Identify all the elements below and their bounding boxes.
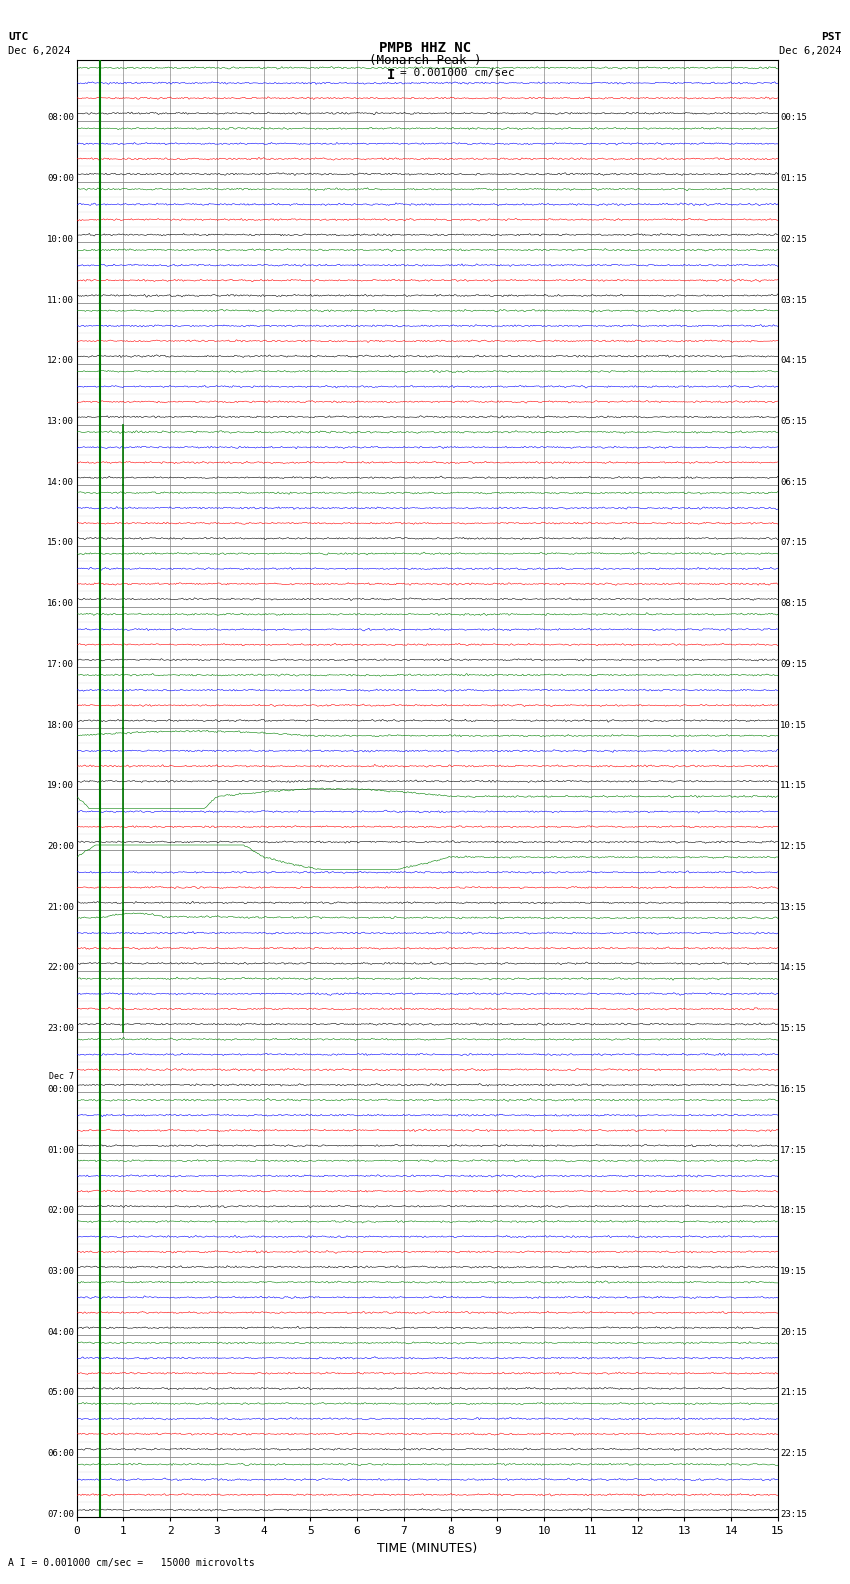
Text: Dec 6,2024: Dec 6,2024 <box>779 46 842 55</box>
Text: 23:00: 23:00 <box>47 1025 74 1033</box>
Text: 20:00: 20:00 <box>47 843 74 851</box>
Text: 20:15: 20:15 <box>780 1327 808 1337</box>
Text: A I = 0.001000 cm/sec =   15000 microvolts: A I = 0.001000 cm/sec = 15000 microvolts <box>8 1559 255 1568</box>
Text: 11:15: 11:15 <box>780 781 808 790</box>
Text: 17:15: 17:15 <box>780 1145 808 1155</box>
Text: 17:00: 17:00 <box>47 661 74 668</box>
Text: Dec 6,2024: Dec 6,2024 <box>8 46 71 55</box>
Text: 05:00: 05:00 <box>47 1389 74 1397</box>
Text: 10:15: 10:15 <box>780 721 808 730</box>
Text: 00:15: 00:15 <box>780 114 808 122</box>
Text: 08:00: 08:00 <box>47 114 74 122</box>
Text: 15:15: 15:15 <box>780 1025 808 1033</box>
Text: 12:15: 12:15 <box>780 843 808 851</box>
Text: 06:15: 06:15 <box>780 478 808 486</box>
Text: 15:00: 15:00 <box>47 539 74 548</box>
Text: 01:15: 01:15 <box>780 174 808 184</box>
Text: 13:00: 13:00 <box>47 417 74 426</box>
Text: 18:00: 18:00 <box>47 721 74 730</box>
Text: PST: PST <box>821 32 842 41</box>
Text: 19:00: 19:00 <box>47 781 74 790</box>
Text: 06:00: 06:00 <box>47 1449 74 1459</box>
Text: 03:15: 03:15 <box>780 296 808 304</box>
Text: 04:00: 04:00 <box>47 1327 74 1337</box>
Text: 13:15: 13:15 <box>780 903 808 912</box>
Text: 21:15: 21:15 <box>780 1389 808 1397</box>
Text: 14:00: 14:00 <box>47 478 74 486</box>
Text: 01:00: 01:00 <box>47 1145 74 1155</box>
Text: 07:15: 07:15 <box>780 539 808 548</box>
Text: 09:00: 09:00 <box>47 174 74 184</box>
Text: 12:00: 12:00 <box>47 356 74 366</box>
Text: 22:15: 22:15 <box>780 1449 808 1459</box>
Text: 16:15: 16:15 <box>780 1085 808 1095</box>
Text: PMPB HHZ NC: PMPB HHZ NC <box>379 41 471 55</box>
Text: UTC: UTC <box>8 32 29 41</box>
Text: Dec 7: Dec 7 <box>49 1072 74 1082</box>
Text: 14:15: 14:15 <box>780 963 808 973</box>
Text: (Monarch Peak ): (Monarch Peak ) <box>369 54 481 67</box>
Text: 23:15: 23:15 <box>780 1510 808 1519</box>
Text: 03:00: 03:00 <box>47 1267 74 1277</box>
Text: 00:00: 00:00 <box>47 1085 74 1095</box>
Text: 07:00: 07:00 <box>47 1510 74 1519</box>
Text: 02:00: 02:00 <box>47 1207 74 1215</box>
Text: I: I <box>387 68 395 82</box>
Text: 21:00: 21:00 <box>47 903 74 912</box>
Text: 02:15: 02:15 <box>780 234 808 244</box>
Text: = 0.001000 cm/sec: = 0.001000 cm/sec <box>400 68 514 78</box>
Text: 22:00: 22:00 <box>47 963 74 973</box>
Text: 04:15: 04:15 <box>780 356 808 366</box>
Text: 11:00: 11:00 <box>47 296 74 304</box>
Text: 10:00: 10:00 <box>47 234 74 244</box>
Text: 08:15: 08:15 <box>780 599 808 608</box>
Text: 16:00: 16:00 <box>47 599 74 608</box>
Text: 05:15: 05:15 <box>780 417 808 426</box>
X-axis label: TIME (MINUTES): TIME (MINUTES) <box>377 1543 477 1555</box>
Text: 18:15: 18:15 <box>780 1207 808 1215</box>
Text: 09:15: 09:15 <box>780 661 808 668</box>
Text: 19:15: 19:15 <box>780 1267 808 1277</box>
